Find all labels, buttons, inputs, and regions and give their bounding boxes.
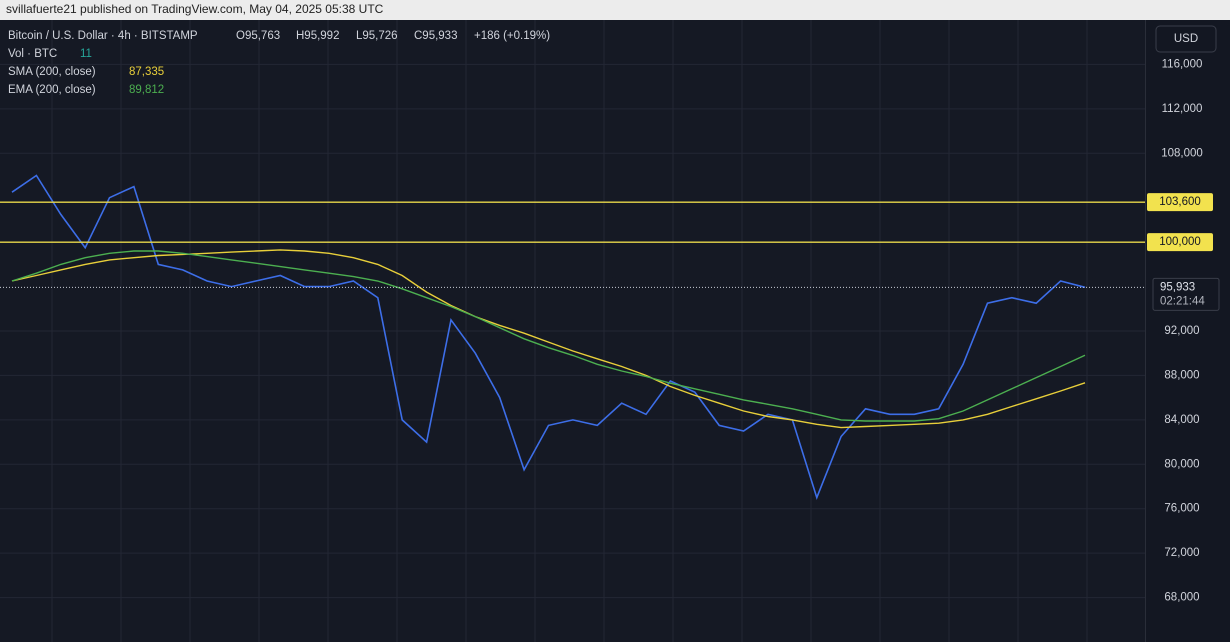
legend-ema: EMA (200, close): [8, 84, 96, 96]
legend-high: H95,992: [296, 30, 339, 42]
y-tick-label: 88,000: [1164, 369, 1199, 381]
y-tick-label: 108,000: [1161, 147, 1203, 159]
y-tick-label: 116,000: [1162, 58, 1203, 70]
y-tick-label: 112,000: [1162, 103, 1203, 115]
legend-change: +186 (+0.19%): [474, 30, 550, 42]
level-label-bg: [1147, 193, 1213, 212]
legend-volume-value: 11: [80, 48, 92, 60]
series-line: [11, 174, 1086, 500]
legend-volume: Vol · BTC: [8, 48, 57, 60]
legend-sma: SMA (200, close): [8, 66, 96, 78]
legend-sma-value: 87,335: [129, 66, 164, 78]
level-label: 100,000: [1159, 236, 1201, 248]
legend-low: L95,726: [356, 30, 398, 42]
currency[interactable]: USD: [1174, 33, 1198, 45]
y-tick-label: 72,000: [1164, 547, 1199, 559]
legend-close: C95,933: [414, 30, 457, 42]
series-line: [11, 250, 1086, 422]
last-price-label: 95,933: [1160, 281, 1195, 293]
price-axis-bg: [1146, 20, 1230, 642]
y-tick-label: 92,000: [1164, 325, 1199, 337]
countdown: 02:21:44: [1160, 295, 1205, 307]
y-tick-label: 76,000: [1164, 503, 1199, 515]
legend-ema-value: 89,812: [129, 84, 164, 96]
currency-box[interactable]: [1155, 25, 1217, 53]
last-price-bg: [1152, 277, 1220, 311]
chart: USD Bitcoin / U.S. Dollar · 4h · BITSTAM…: [0, 20, 1230, 642]
level-label-bg: [1147, 233, 1213, 252]
legend-symbol: Bitcoin / U.S. Dollar · 4h · BITSTAMP: [8, 30, 198, 42]
legend-open: O95,763: [236, 30, 280, 42]
y-tick-label: 80,000: [1164, 458, 1199, 470]
publisher-line: svillafuerte21 published on TradingView.…: [0, 0, 1230, 20]
y-tick-label: 84,000: [1164, 414, 1199, 426]
level-label: 103,600: [1159, 196, 1201, 208]
y-tick-label: 68,000: [1164, 592, 1199, 604]
